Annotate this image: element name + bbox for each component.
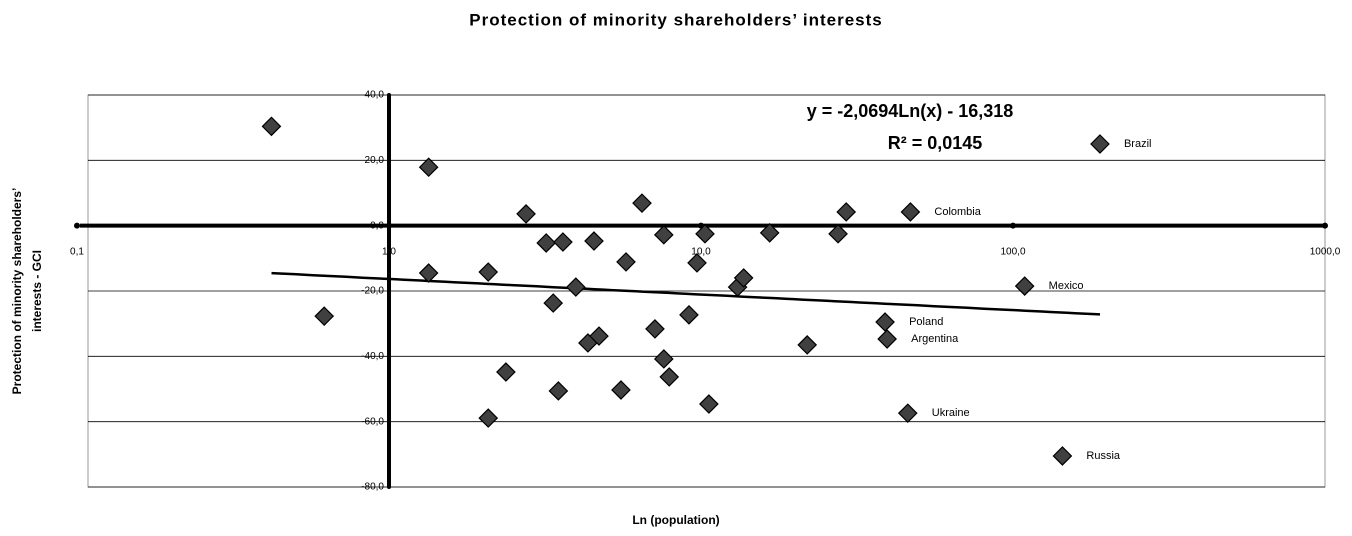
- data-point: [536, 233, 557, 253]
- data-point: [733, 268, 754, 288]
- trend-equation: y = -2,0694Ln(x) - 16,318: [807, 101, 1014, 121]
- y-tick-label: -60,0: [361, 416, 384, 427]
- x-tick-mark: [1010, 222, 1016, 229]
- data-point: [616, 252, 636, 272]
- data-point: [261, 116, 282, 137]
- data-point: [589, 326, 609, 346]
- data-point: [897, 403, 918, 424]
- data-point: [1052, 446, 1073, 466]
- point-label: Brazil: [1124, 138, 1152, 150]
- point-label: Russia: [1086, 450, 1121, 462]
- data-point: [828, 223, 848, 244]
- data-point: [496, 362, 516, 382]
- data-point: [797, 335, 818, 355]
- chart-title: Protection of minority shareholders’ int…: [469, 10, 882, 29]
- x-axis-title: Ln (population): [632, 513, 719, 527]
- point-label: Ukraine: [932, 407, 970, 419]
- data-point: [1090, 134, 1110, 154]
- data-point: [418, 157, 439, 178]
- data-point: [836, 202, 857, 222]
- y-tick-label: -40,0: [361, 351, 384, 362]
- y-axis-title-line: interests - GCI: [30, 250, 44, 332]
- data-point: [653, 349, 674, 369]
- data-point: [877, 329, 897, 349]
- data-point: [543, 293, 564, 313]
- x-tick-mark: [74, 222, 80, 229]
- data-point: [687, 253, 707, 273]
- x-tick-mark: [386, 222, 392, 229]
- data-point: [699, 394, 719, 414]
- data-point: [759, 223, 780, 243]
- point-label: Mexico: [1049, 280, 1084, 292]
- data-point: [314, 306, 335, 327]
- y-axis-title-line: Protection of minority shareholders’: [10, 188, 24, 395]
- trendline: [271, 271, 1101, 316]
- data-point: [875, 312, 895, 332]
- data-point: [695, 223, 715, 244]
- data-point: [679, 304, 699, 325]
- data-point: [659, 367, 680, 387]
- x-tick-label: 10,0: [691, 246, 711, 257]
- y-tick-label: 20,0: [365, 155, 385, 166]
- point-label: Colombia: [934, 206, 981, 218]
- data-point: [565, 277, 586, 297]
- data-point: [653, 224, 674, 245]
- y-tick-label: -20,0: [361, 286, 384, 297]
- x-tick-label: 1,0: [382, 246, 396, 257]
- trend-r2: R² = 0,0145: [888, 133, 983, 153]
- y-tick-label: 40,0: [365, 90, 385, 101]
- point-label: Poland: [909, 316, 943, 328]
- data-point: [611, 380, 631, 400]
- y-tick-label: -80,0: [361, 482, 384, 493]
- data-point: [516, 204, 536, 224]
- y-axis-title: Protection of minority shareholders’ int…: [10, 188, 44, 395]
- x-tick-label: 100,0: [1000, 246, 1025, 257]
- data-point: [553, 232, 573, 252]
- data-point: [1014, 276, 1035, 296]
- x-tick-label: 0,1: [70, 246, 84, 257]
- data-point: [645, 319, 665, 339]
- x-tick-label: 1000,0: [1310, 246, 1341, 257]
- data-point: [900, 202, 921, 222]
- data-point: [584, 231, 604, 251]
- x-tick-mark: [1322, 222, 1328, 229]
- point-label: Argentina: [911, 333, 959, 345]
- data-point: [548, 381, 569, 401]
- data-point: [418, 263, 439, 283]
- data-point: [478, 262, 499, 282]
- data-point: [632, 193, 652, 213]
- data-point: [478, 408, 499, 428]
